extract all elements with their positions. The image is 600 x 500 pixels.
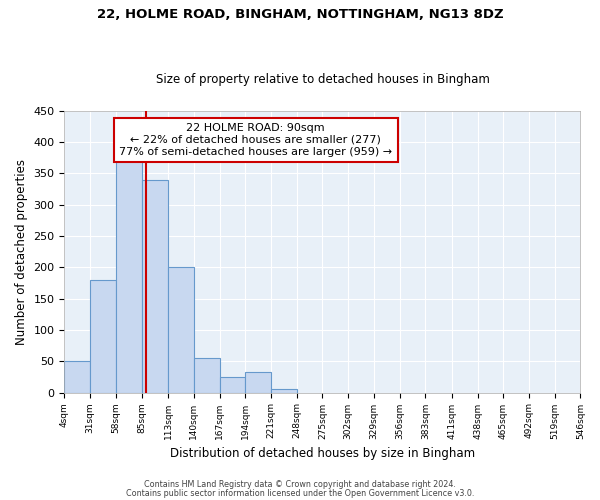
Bar (271, 390, 297, 392)
Y-axis label: Number of detached properties: Number of detached properties (15, 158, 28, 344)
Text: Contains HM Land Registry data © Crown copyright and database right 2024.: Contains HM Land Registry data © Crown c… (144, 480, 456, 489)
Bar (194, 358, 220, 392)
Text: 22, HOLME ROAD, BINGHAM, NOTTINGHAM, NG13 8DZ: 22, HOLME ROAD, BINGHAM, NOTTINGHAM, NG1… (97, 8, 503, 20)
Text: Contains public sector information licensed under the Open Government Licence v3: Contains public sector information licen… (126, 488, 474, 498)
Bar (220, 377, 245, 392)
Bar (168, 268, 194, 392)
Bar (142, 180, 168, 392)
Title: Size of property relative to detached houses in Bingham: Size of property relative to detached ho… (155, 73, 490, 86)
Bar (116, 161, 142, 392)
Bar (90, 280, 116, 392)
Text: 22 HOLME ROAD: 90sqm
← 22% of detached houses are smaller (277)
77% of semi-deta: 22 HOLME ROAD: 90sqm ← 22% of detached h… (119, 124, 392, 156)
Bar (245, 372, 271, 392)
X-axis label: Distribution of detached houses by size in Bingham: Distribution of detached houses by size … (170, 447, 475, 460)
Bar (64, 362, 90, 392)
